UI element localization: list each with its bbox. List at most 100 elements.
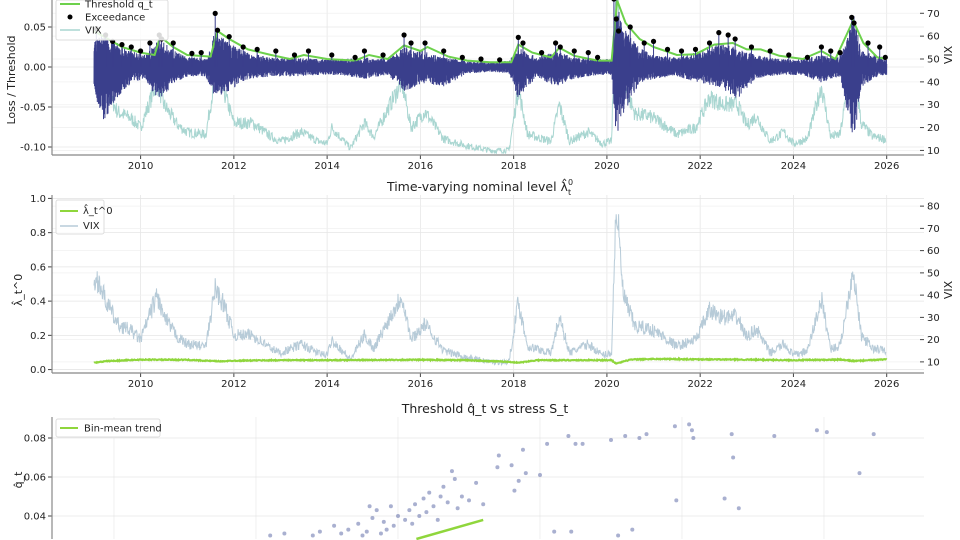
exceedance-point <box>226 34 232 40</box>
panel3-ylabel: q̂_t <box>12 471 25 488</box>
scatter-point <box>431 504 436 509</box>
y-tick-label: 0.06 <box>24 473 46 484</box>
scatter-point <box>467 498 471 503</box>
y-right-tick-label: 50 <box>927 55 940 66</box>
scatter-point <box>637 436 642 440</box>
y-tick-label: 0.8 <box>30 228 46 239</box>
exceedance-point <box>851 20 857 26</box>
x-tick-label: 2022 <box>687 161 712 172</box>
exceedance-point <box>401 32 407 38</box>
legend-lambda-label: λ̂_t^0 <box>83 203 113 217</box>
exceedance-point <box>214 27 221 33</box>
scatter-point <box>452 476 457 481</box>
panel-threshold-vs-stress: 0.04 0.06 0.08 Bin-mean trend <box>24 417 924 540</box>
exceedance-point <box>818 44 825 50</box>
exceedance-point <box>240 44 246 50</box>
exceedance-point <box>865 40 871 46</box>
exceedance-point <box>837 50 843 56</box>
y-tick-label: 0.00 <box>24 63 46 74</box>
panel2-title: Time-varying nominal level λ̂0 t <box>386 178 573 197</box>
x-tick-label: 2016 <box>408 161 433 172</box>
panel1-ylabel: Loss / Threshold <box>5 35 18 124</box>
y-right-tick-label: 30 <box>927 100 940 111</box>
scatter-point <box>672 424 677 429</box>
x-tick-label: 2026 <box>874 379 899 390</box>
legend-exceedance-label: Exceedance <box>85 13 145 24</box>
x-tick-label: 2022 <box>687 379 712 390</box>
legend-threshold-label: Threshold q_t <box>84 0 153 11</box>
exceedance-point <box>198 50 204 56</box>
exceedance-point <box>571 48 577 54</box>
y-tick-label: 0.08 <box>24 434 46 445</box>
exceedance-point <box>459 54 465 61</box>
scatter-point <box>644 432 649 437</box>
scatter-point <box>687 422 692 427</box>
scatter-point <box>381 519 386 524</box>
scatter-point <box>573 441 578 446</box>
y-right-tick-label: 40 <box>927 77 940 88</box>
y-right-tick-label: 70 <box>927 9 940 20</box>
scatter-point <box>674 498 679 503</box>
exceedance-point <box>585 50 591 56</box>
exceedance-point <box>849 14 855 20</box>
exceedance-point <box>732 36 738 42</box>
panel-loss-threshold: 2010 2012 2014 2016 2018 2020 2022 2024 2026-0.1… <box>20 0 940 172</box>
scatter-point <box>378 531 383 536</box>
y-right-tick-label: 30 <box>927 313 940 324</box>
scatter-point <box>523 471 528 476</box>
x-tick-label: 2014 <box>314 379 339 390</box>
x-tick-label: 2018 <box>501 379 526 390</box>
x-tick-label: 2020 <box>594 161 619 172</box>
y-tick-label: 0.04 <box>24 512 46 523</box>
exceedance-point <box>611 0 617 2</box>
scatter-point <box>364 529 369 534</box>
scatter-point <box>282 531 287 536</box>
scatter-point <box>403 517 408 522</box>
exceedance-point <box>748 44 755 50</box>
exceedance-point <box>553 40 559 46</box>
scatter-point <box>384 527 389 532</box>
panel1-ylabel-right: VIX <box>942 45 955 64</box>
y-right-tick-label: 60 <box>927 246 940 257</box>
scatter-point <box>435 517 440 522</box>
exceedance-point <box>804 54 811 61</box>
exceedance-point <box>678 48 685 54</box>
scatter-point <box>609 437 613 442</box>
scatter-point <box>459 494 464 499</box>
y-tick-label: -0.10 <box>20 143 46 154</box>
lambda-series-line <box>93 356 888 365</box>
legend-vix-label: VIX <box>83 221 100 232</box>
exceedance-point <box>877 44 883 50</box>
scatter-point <box>427 490 432 495</box>
y-right-tick-label: 60 <box>927 32 940 43</box>
scatter-point <box>691 436 696 440</box>
panel-nominal-level: 2010 2012 2014 2016 2018 2020 2022 2024 20260.00… <box>30 194 940 390</box>
exceedance-point <box>352 54 358 61</box>
exceedance-point <box>291 52 298 58</box>
exceedance-point <box>786 52 792 58</box>
bin-mean-trend-line <box>416 518 484 540</box>
scatter-point <box>455 506 460 511</box>
exceedance-point <box>441 48 447 54</box>
scatter-point <box>857 471 862 476</box>
exceedance-point <box>212 10 218 16</box>
legend-vix-label: VIX <box>85 26 102 37</box>
exceedance-point <box>515 34 521 41</box>
scatter-point <box>496 453 501 458</box>
scatter-point <box>332 523 337 528</box>
scatter-point <box>356 521 361 526</box>
scatter-point <box>339 531 344 536</box>
loss-series-line <box>93 0 888 133</box>
scatter-point <box>495 465 500 470</box>
exceedance-point <box>119 42 125 48</box>
scatter-point <box>729 432 734 437</box>
y-right-tick-label: 40 <box>927 291 940 302</box>
scatter-point <box>317 529 322 534</box>
exceedance-point <box>539 50 545 56</box>
scatter-point <box>407 508 412 513</box>
x-tick-label: 2014 <box>314 161 339 172</box>
panel3-title: Threshold q̂_t vs stress S_t <box>401 401 569 416</box>
exceedance-point <box>650 38 657 45</box>
legend: Threshold q_t Exceedance VIX <box>55 0 169 41</box>
